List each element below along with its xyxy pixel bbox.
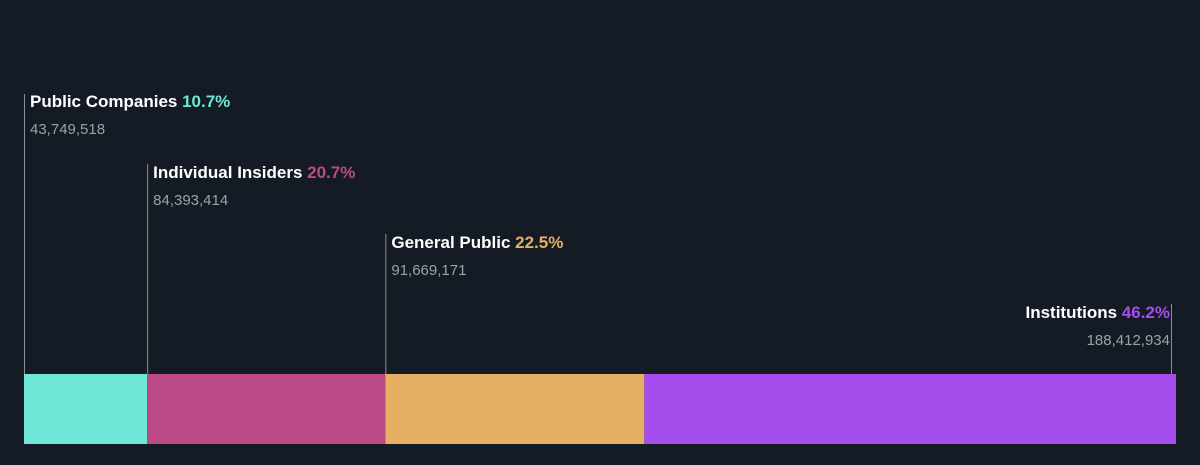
percent-label-public-companies: 10.7%	[182, 92, 230, 111]
ownership-bar	[24, 374, 1176, 444]
ownership-labels: Public Companies 10.7% 43,749,518 Individu…	[24, 92, 1172, 374]
category-name-general-public: General Public	[391, 233, 515, 252]
category-name-public-companies: Public Companies	[30, 92, 182, 111]
percent-label-institutions: 46.2%	[1122, 303, 1170, 322]
percent-label-general-public: 22.5%	[515, 233, 563, 252]
bar-segment-general-public	[385, 374, 645, 444]
segment-label-individual-insiders: Individual Insiders 20.7%	[153, 163, 355, 182]
segment-label-general-public: General Public 22.5%	[391, 233, 563, 252]
percent-label-individual-insiders: 20.7%	[307, 163, 355, 182]
segment-label-institutions: Institutions 46.2%	[1025, 303, 1170, 322]
share-count-institutions: 188,412,934	[1087, 332, 1170, 349]
bar-segment-institutions	[644, 374, 1176, 444]
bar-segment-public-companies	[24, 374, 148, 444]
bar-segment-individual-insiders	[147, 374, 386, 444]
share-count-individual-insiders: 84,393,414	[153, 192, 228, 209]
share-count-public-companies: 43,749,518	[30, 121, 105, 138]
category-name-individual-insiders: Individual Insiders	[153, 163, 307, 182]
segment-label-public-companies: Public Companies 10.7%	[30, 92, 230, 111]
share-count-general-public: 91,669,171	[391, 262, 466, 279]
category-name-institutions: Institutions	[1025, 303, 1121, 322]
